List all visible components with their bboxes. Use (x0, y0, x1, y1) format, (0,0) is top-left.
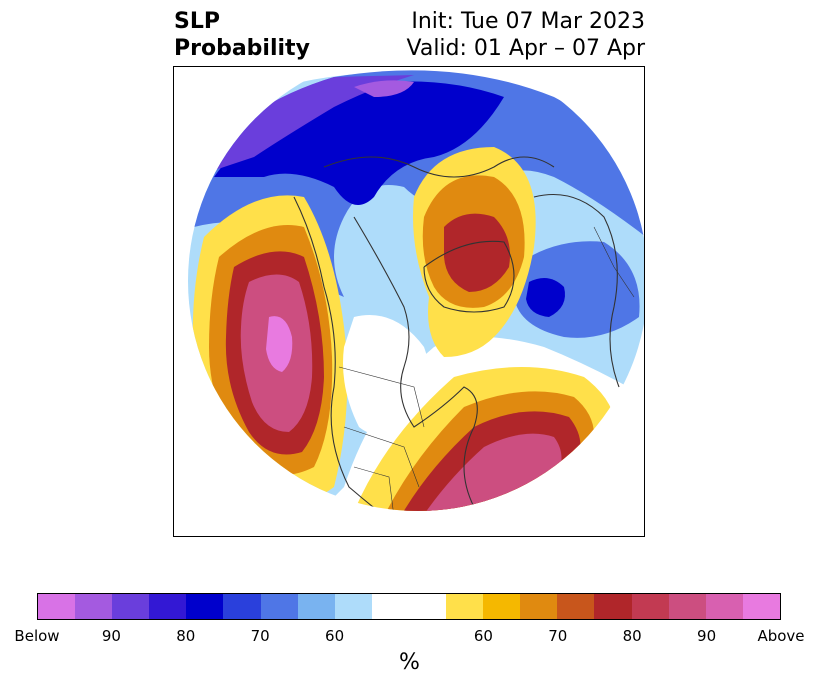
colorbar-segment (260, 594, 298, 619)
colorbar-tick-label: 90 (697, 627, 717, 645)
colorbar-segment (38, 594, 76, 619)
colorbar-segment (186, 594, 224, 619)
colorbar-segment (112, 594, 150, 619)
colorbar-tick-label: 60 (473, 627, 493, 645)
map-title-right: Init: Tue 07 Mar 2023 Valid: 01 Apr – 07… (407, 8, 646, 62)
neutral-region (343, 315, 430, 435)
probability-map (173, 66, 645, 537)
colorbar-tick-label: 80 (622, 627, 642, 645)
colorbar-tick-label: 70 (548, 627, 568, 645)
title-variable: SLP (174, 9, 220, 34)
colorbar-tick-label: 60 (325, 627, 345, 645)
colorbar-segment (223, 594, 261, 619)
below-90-region (194, 75, 414, 177)
colorbar-segment (446, 594, 484, 619)
colorbar-segment (557, 594, 595, 619)
atlantic-above-90 (409, 433, 562, 511)
colorbar-tick-label: Above (757, 627, 805, 645)
valid-range: Valid: 01 Apr – 07 Apr (406, 36, 646, 61)
colorbar-segment (75, 594, 113, 619)
map-title-left: SLP Probability (174, 8, 310, 62)
colorbar-tick-label: Below (14, 627, 60, 645)
colorbar-segment (297, 594, 335, 619)
colorbar-tick-label: 90 (101, 627, 121, 645)
colorbar-tick-label: 70 (250, 627, 270, 645)
colorbar-segment (705, 594, 743, 619)
europe-below-core (526, 278, 565, 317)
colorbar-tick-labels: Below 90 80 70 60 60 70 80 90 Above (0, 627, 819, 647)
colorbar-segment (631, 594, 669, 619)
colorbar-segment (371, 594, 409, 619)
colorbar-segment (149, 594, 187, 619)
colorbar-segment (520, 594, 558, 619)
arctic-above-80 (444, 213, 510, 292)
map-canvas (188, 67, 644, 511)
colorbar (37, 593, 781, 620)
colorbar-units: % (399, 650, 420, 675)
pacific-above-top (266, 316, 293, 372)
init-date: Init: Tue 07 Mar 2023 (411, 9, 645, 34)
colorbar-segment (668, 594, 706, 619)
title-field: Probability (174, 36, 310, 61)
below-top-region (354, 80, 414, 97)
colorbar-segment (408, 594, 447, 619)
colorbar-tick-label: 80 (176, 627, 196, 645)
colorbar-segment (742, 594, 780, 619)
colorbar-segment (594, 594, 632, 619)
colorbar-segment (483, 594, 521, 619)
colorbar-segment (334, 594, 372, 619)
